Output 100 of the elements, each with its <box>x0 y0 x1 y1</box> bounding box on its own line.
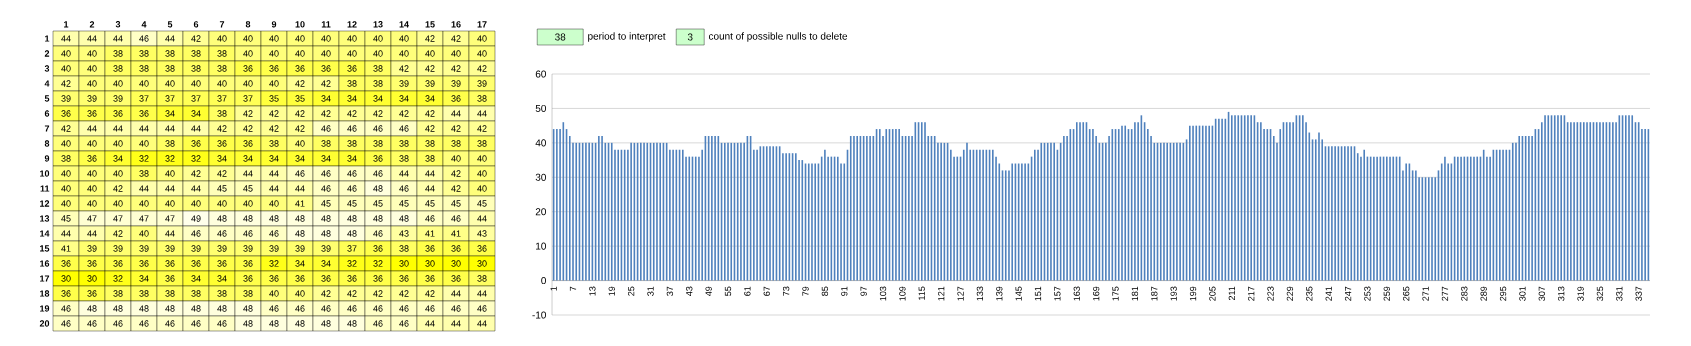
x-tick-label: 67 <box>763 286 770 296</box>
data-label: 46 <box>477 305 487 312</box>
data-label: 46 <box>61 320 71 327</box>
data-label: 40 <box>477 35 487 42</box>
data-label: 46 <box>113 320 123 327</box>
data-label: 48 <box>217 305 227 312</box>
data-label: 45 <box>373 200 383 207</box>
data-label: 36 <box>165 260 175 267</box>
data-label: 42 <box>451 65 461 72</box>
data-label: 44 <box>61 35 71 42</box>
x-tick-label: 19 <box>608 286 615 296</box>
data-label: 36 <box>477 245 487 252</box>
x-tick-label: 283 <box>1461 286 1468 301</box>
data-label: 46 <box>347 305 357 312</box>
data-label: 48 <box>243 215 253 222</box>
data-label: 39 <box>451 80 461 87</box>
data-label: 42 <box>451 125 461 132</box>
data-label: 36 <box>425 245 435 252</box>
x-tick-label: 319 <box>1577 286 1584 301</box>
x-tick-label: 10 <box>295 21 305 28</box>
data-label: 39 <box>165 245 175 252</box>
data-label: 44 <box>451 320 461 327</box>
data-label: 48 <box>321 230 331 237</box>
y-tick-label: -10 <box>532 311 546 319</box>
data-label: 45 <box>477 200 487 207</box>
x-tick-label: 199 <box>1189 286 1197 301</box>
data-label: 44 <box>165 125 175 132</box>
data-label: 46 <box>165 320 175 327</box>
x-tick-label: 139 <box>996 286 1003 301</box>
data-label: 40 <box>87 200 97 207</box>
y-tick-label: 40 <box>535 139 546 147</box>
data-label: 38 <box>243 290 253 297</box>
y-tick-label: 2 <box>44 50 50 57</box>
data-label: 42 <box>321 110 331 117</box>
data-label: 46 <box>347 170 357 177</box>
data-label: 46 <box>425 215 435 222</box>
data-label: 36 <box>373 275 383 282</box>
data-label: 36 <box>347 65 357 72</box>
data-label: 40 <box>477 185 487 192</box>
data-label: 38 <box>113 65 123 72</box>
data-label: 46 <box>373 305 383 312</box>
y-tick-label: 17 <box>40 275 50 282</box>
data-label: 40 <box>191 200 201 207</box>
data-label: 37 <box>191 95 201 102</box>
data-label: 48 <box>347 215 357 222</box>
y-tick-label: 5 <box>44 95 50 102</box>
x-tick-label: 103 <box>879 286 887 301</box>
data-label: 30 <box>399 260 409 267</box>
data-label: 40 <box>373 50 383 57</box>
data-label: 42 <box>451 35 461 42</box>
data-label: 40 <box>295 50 305 57</box>
data-label: 34 <box>321 155 331 162</box>
data-label: 38 <box>321 140 331 147</box>
data-label: 42 <box>425 110 435 117</box>
data-label: 48 <box>269 320 279 327</box>
data-label: 40 <box>243 200 253 207</box>
data-label: 44 <box>87 230 97 237</box>
x-tick-label: 55 <box>724 286 732 296</box>
data-label: 34 <box>347 95 357 102</box>
data-label: 38 <box>477 140 487 147</box>
x-tick-label: 289 <box>1480 286 1487 301</box>
y-tick-label: 8 <box>44 140 50 147</box>
x-tick-label: 7 <box>569 286 577 291</box>
y-tick-label: 11 <box>40 185 50 192</box>
data-label: 40 <box>113 80 123 87</box>
data-label: 38 <box>217 65 227 72</box>
data-label: 40 <box>61 140 71 147</box>
data-label: 39 <box>269 245 279 252</box>
data-label: 36 <box>399 275 409 282</box>
data-label: 40 <box>165 200 175 207</box>
data-label: 30 <box>425 260 435 267</box>
data-label: 46 <box>399 320 409 327</box>
data-label: 42 <box>243 110 253 117</box>
data-label: 48 <box>295 320 305 327</box>
x-tick-label: 16 <box>451 21 461 28</box>
data-label: 48 <box>347 320 357 327</box>
data-label: 44 <box>165 35 175 42</box>
x-tick-label: 145 <box>1015 286 1022 301</box>
data-label: 38 <box>165 140 175 147</box>
data-label: 45 <box>347 200 357 207</box>
y-tick-label: 7 <box>44 125 50 132</box>
x-tick-label: 3 <box>115 21 121 28</box>
data-label: 42 <box>347 290 357 297</box>
x-tick-label: 6 <box>193 21 199 28</box>
data-label: 45 <box>243 185 253 192</box>
data-label: 42 <box>425 35 435 42</box>
data-label: 38 <box>347 80 357 87</box>
data-label: 38 <box>113 50 123 57</box>
data-label: 46 <box>217 320 227 327</box>
data-label: 35 <box>295 95 305 102</box>
data-label: 44 <box>113 125 123 132</box>
data-label: 46 <box>139 35 149 42</box>
x-tick-label: 79 <box>802 286 809 296</box>
data-label: 36 <box>139 260 149 267</box>
data-label: 48 <box>373 215 383 222</box>
data-label: 44 <box>191 125 201 132</box>
data-label: 45 <box>399 200 409 207</box>
text: period to interpret <box>588 32 666 42</box>
data-label: 44 <box>139 185 149 192</box>
data-label: 38 <box>373 140 383 147</box>
